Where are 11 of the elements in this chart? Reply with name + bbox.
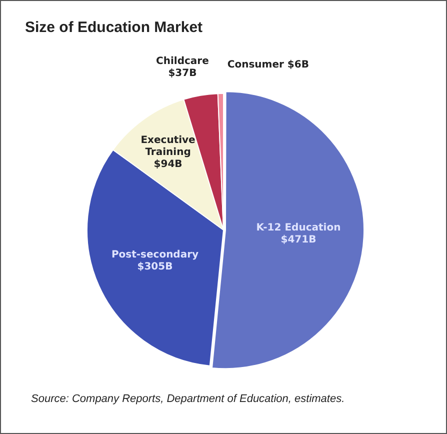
slice-label: Post-secondary (111, 249, 200, 260)
slice-label: Childcare (156, 56, 210, 67)
data-label: $37B (168, 68, 197, 79)
data-label: $471B (280, 234, 316, 246)
slice-label: Executive Training (140, 134, 196, 158)
data-label: $305B (137, 261, 173, 272)
source-note: Source: Company Reports, Department of Education, estimates. (31, 393, 346, 405)
slice-label: K-12 Education (256, 222, 341, 234)
slice-label: Consumer $6B (227, 60, 309, 71)
chart-title: Size of Education Market (25, 19, 203, 36)
data-label: $94B (154, 158, 182, 170)
